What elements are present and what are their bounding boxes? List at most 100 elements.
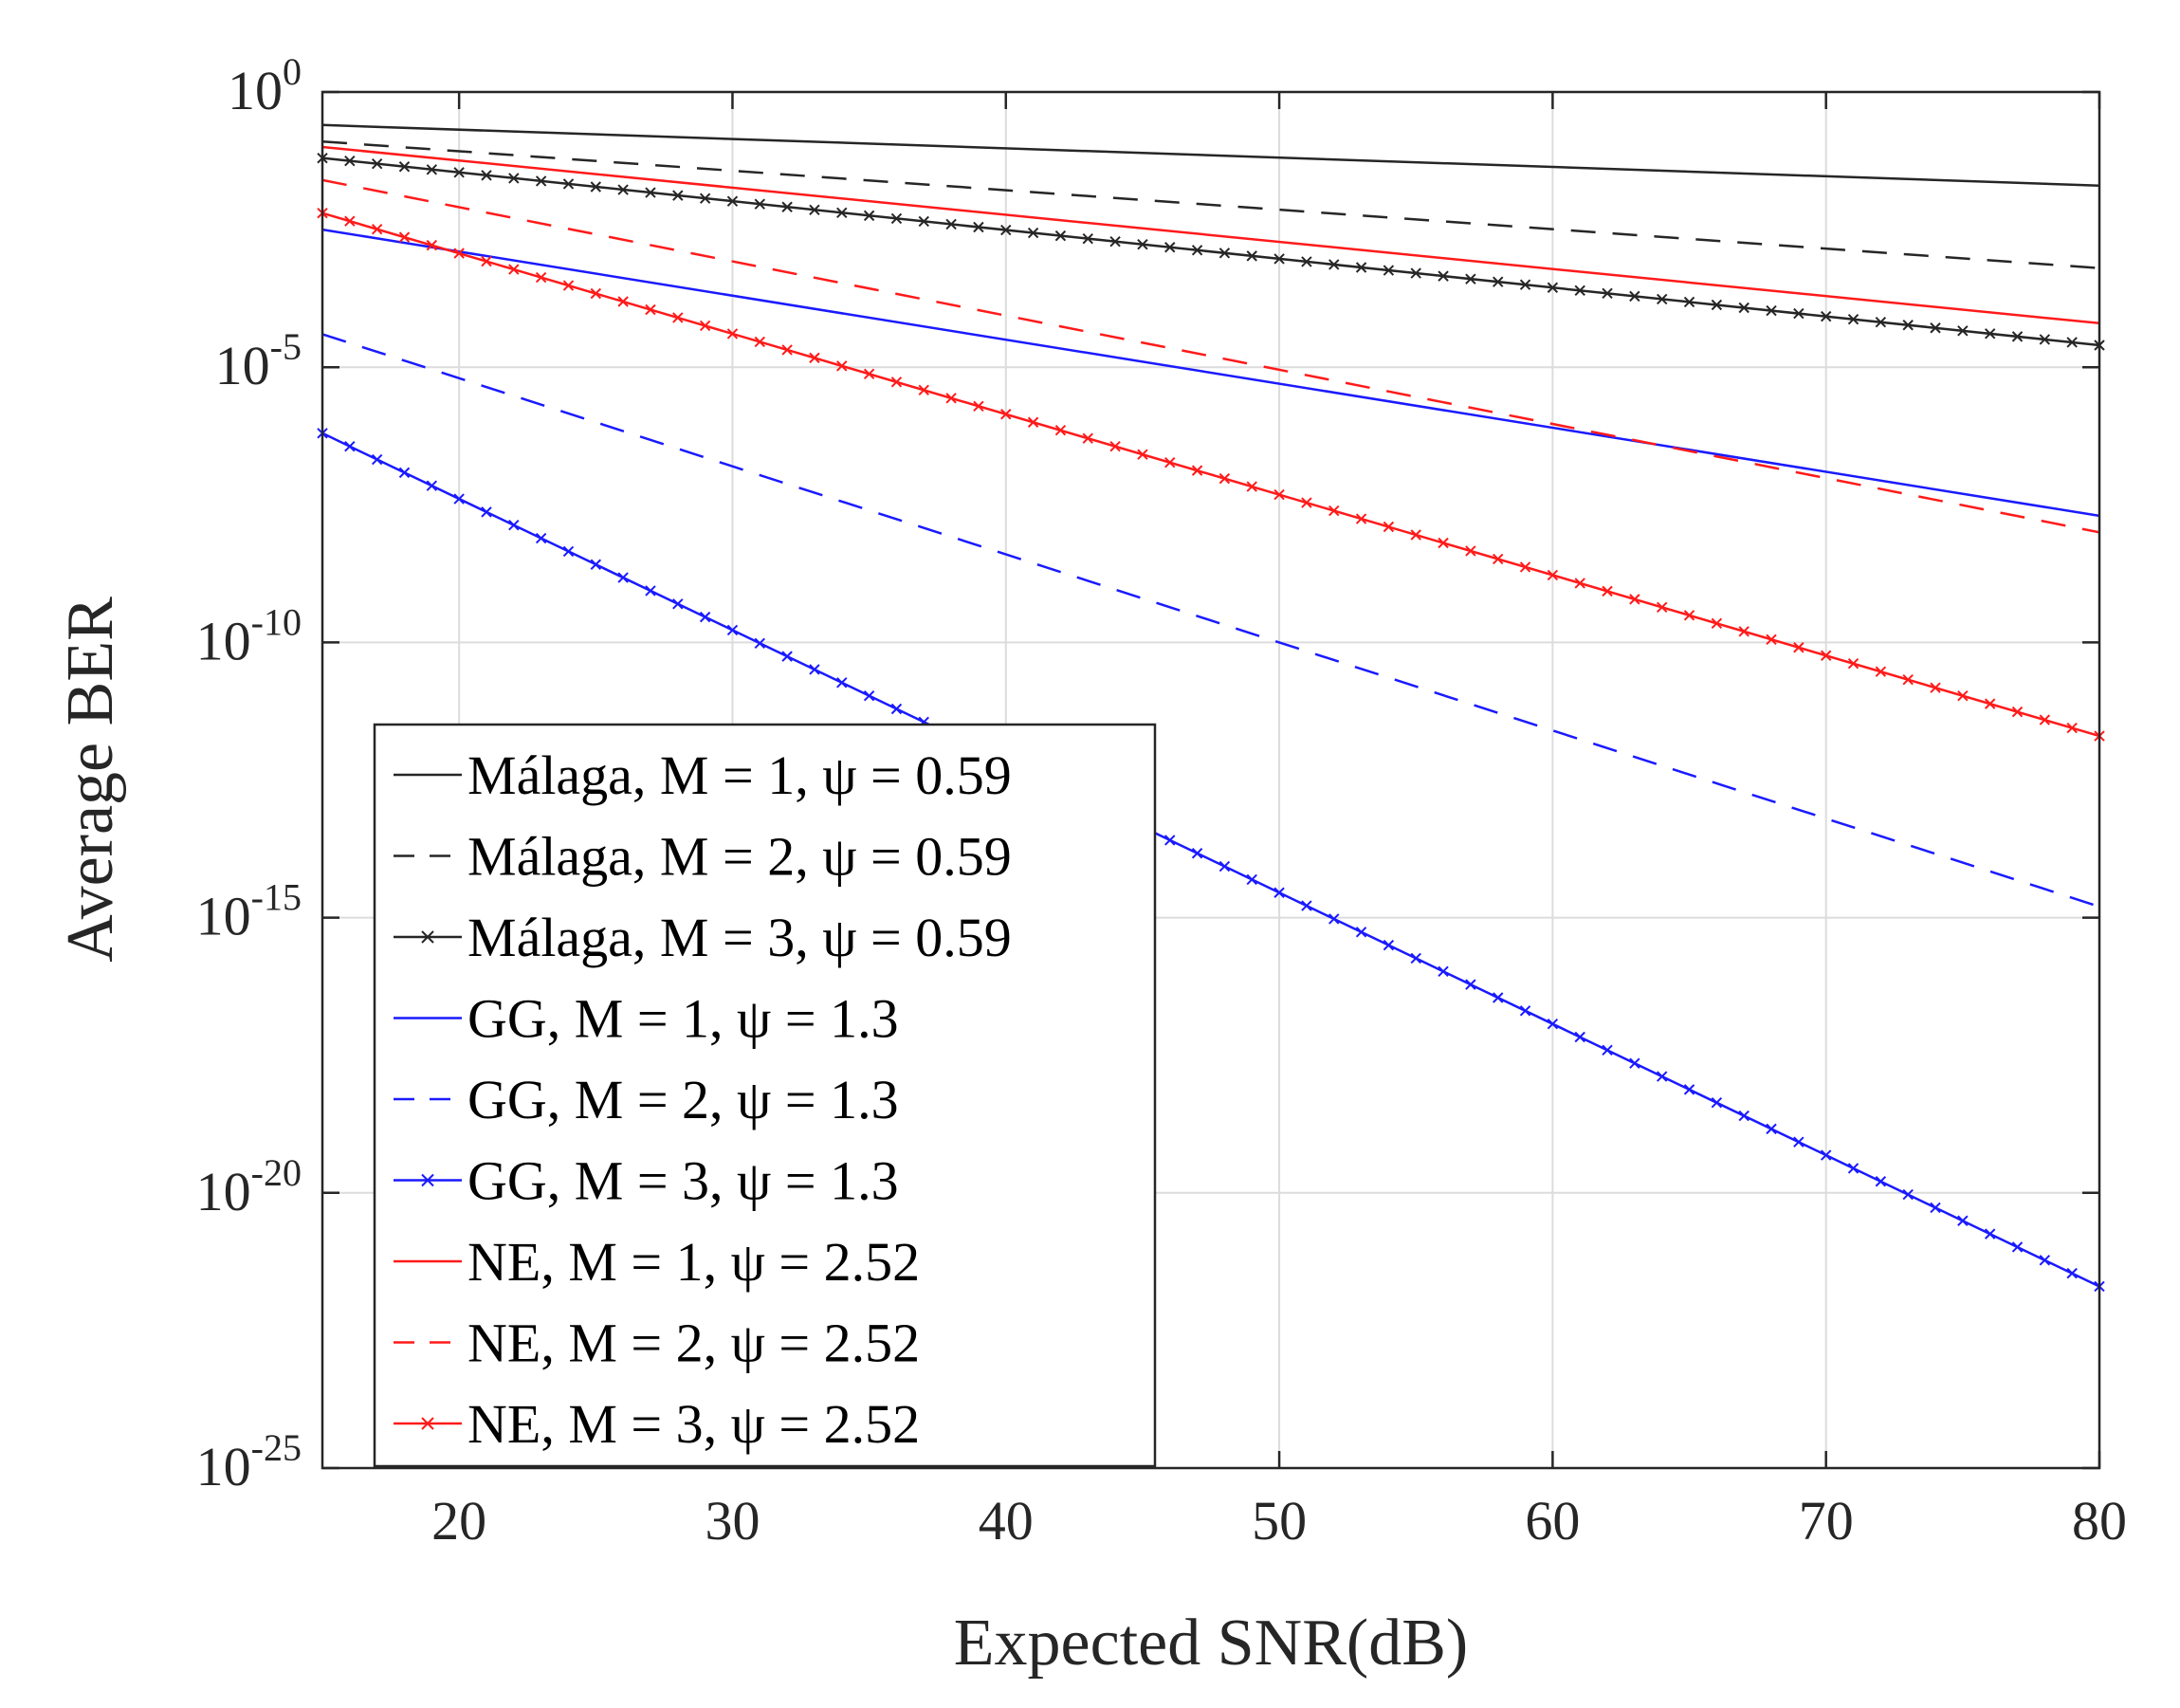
series-marker <box>1273 253 1285 265</box>
series-marker <box>1465 545 1476 557</box>
y-tick-label: 10-20 <box>196 1151 302 1222</box>
series-line <box>321 145 2100 325</box>
series-marker <box>809 204 820 216</box>
series-marker <box>1766 304 1777 317</box>
series-marker <box>1875 316 1887 328</box>
series-marker <box>1629 290 1640 303</box>
series-marker <box>426 239 438 251</box>
series-group <box>317 123 2105 1293</box>
series-marker <box>2011 1241 2024 1253</box>
series-marker <box>645 585 656 597</box>
series-marker <box>1164 242 1176 253</box>
series-marker <box>1711 1096 1723 1109</box>
series-marker <box>508 173 520 184</box>
series-marker <box>2066 1267 2078 1279</box>
series-marker <box>1246 250 1257 262</box>
series-marker <box>1711 299 1723 311</box>
series-marker <box>1820 1149 1832 1161</box>
series-marker <box>371 223 383 235</box>
series-marker <box>1246 481 1257 492</box>
legend-marker <box>421 930 434 944</box>
series-marker <box>1218 472 1231 485</box>
series-marker <box>344 440 356 452</box>
series-marker <box>1355 513 1367 524</box>
y-tick-label: 10-25 <box>196 1426 302 1497</box>
series-marker <box>1137 449 1148 460</box>
series-marker <box>1574 1031 1585 1043</box>
series-marker <box>371 453 383 466</box>
series-line <box>321 211 2100 738</box>
series-marker <box>836 207 848 219</box>
series-marker <box>481 255 492 267</box>
x-tick-label: 20 <box>431 1490 486 1552</box>
series-marker <box>754 637 765 650</box>
y-tick-label-text: 10-15 <box>196 876 302 947</box>
x-tick-label: 50 <box>1252 1490 1307 1552</box>
y-tick-base: 10 <box>228 60 283 121</box>
series-marker <box>863 368 875 380</box>
legend-label: Málaga, M = 3, ψ = 0.59 <box>467 907 1012 968</box>
series-marker <box>481 170 492 181</box>
axis-ticks: 20 30 40 50 60 70 8010010-510-1010-1510-2010-2… <box>196 50 2127 1552</box>
series-line <box>321 123 2100 187</box>
series-marker <box>1383 521 1395 533</box>
series-marker <box>890 212 903 225</box>
series-marker <box>1657 1071 1668 1082</box>
series-marker <box>344 215 356 227</box>
series-marker <box>699 611 711 623</box>
series-marker <box>1766 634 1777 645</box>
legend-entry: GG, M = 3, ψ = 1.3 <box>394 1150 899 1212</box>
series-marker <box>426 164 438 175</box>
series-marker <box>1410 529 1421 541</box>
series-marker <box>453 248 465 259</box>
x-tick-label: 70 <box>1799 1490 1854 1552</box>
y-tick-exponent: -15 <box>251 876 302 919</box>
legend-entry: NE, M = 3, ψ = 2.52 <box>394 1393 920 1455</box>
series-marker <box>1355 262 1367 273</box>
series-marker <box>1984 328 1996 340</box>
series-marker <box>1191 245 1203 256</box>
series-marker <box>1191 848 1203 859</box>
series-marker <box>672 598 684 610</box>
series-marker <box>344 155 356 167</box>
series-marker <box>863 210 875 222</box>
series-line <box>321 156 2100 347</box>
series-marker <box>2039 334 2051 345</box>
series-marker <box>1875 1176 1887 1187</box>
series-marker <box>562 280 575 291</box>
series-marker <box>1493 992 1504 1003</box>
y-tick-label-text: 100 <box>228 50 302 121</box>
series-marker <box>1164 456 1176 468</box>
series-marker <box>2011 331 2024 342</box>
legend-label: Málaga, M = 1, ψ = 0.59 <box>467 744 1012 806</box>
series-marker <box>1657 601 1668 614</box>
series-marker <box>1902 673 1914 686</box>
series-marker <box>1273 488 1285 501</box>
series-marker <box>754 198 765 210</box>
series-marker <box>1902 320 1914 331</box>
series-marker <box>2039 714 2051 725</box>
series-marker <box>1547 1018 1559 1030</box>
series-marker <box>1602 287 1613 300</box>
series-marker <box>890 703 903 715</box>
series-line <box>321 228 2100 518</box>
series-marker <box>481 506 492 518</box>
series-marker <box>1438 965 1449 978</box>
series-marker <box>1328 913 1340 925</box>
series-marker <box>1683 296 1695 308</box>
series-marker <box>809 352 820 364</box>
series-line <box>321 333 2100 909</box>
series-marker <box>1547 282 1559 293</box>
series-marker <box>781 651 793 662</box>
y-tick-exponent: -25 <box>251 1426 302 1469</box>
series-line <box>321 432 2100 1288</box>
series-line <box>321 139 2100 269</box>
series-marker <box>1711 617 1723 630</box>
series-marker <box>1328 259 1340 270</box>
y-tick-base: 10 <box>215 335 270 396</box>
legend-entry: GG, M = 1, ψ = 1.3 <box>394 988 899 1050</box>
series-marker <box>1383 939 1395 951</box>
series-marker <box>699 320 711 332</box>
x-axis-label: Expected SNR(dB) <box>954 1607 1468 1680</box>
